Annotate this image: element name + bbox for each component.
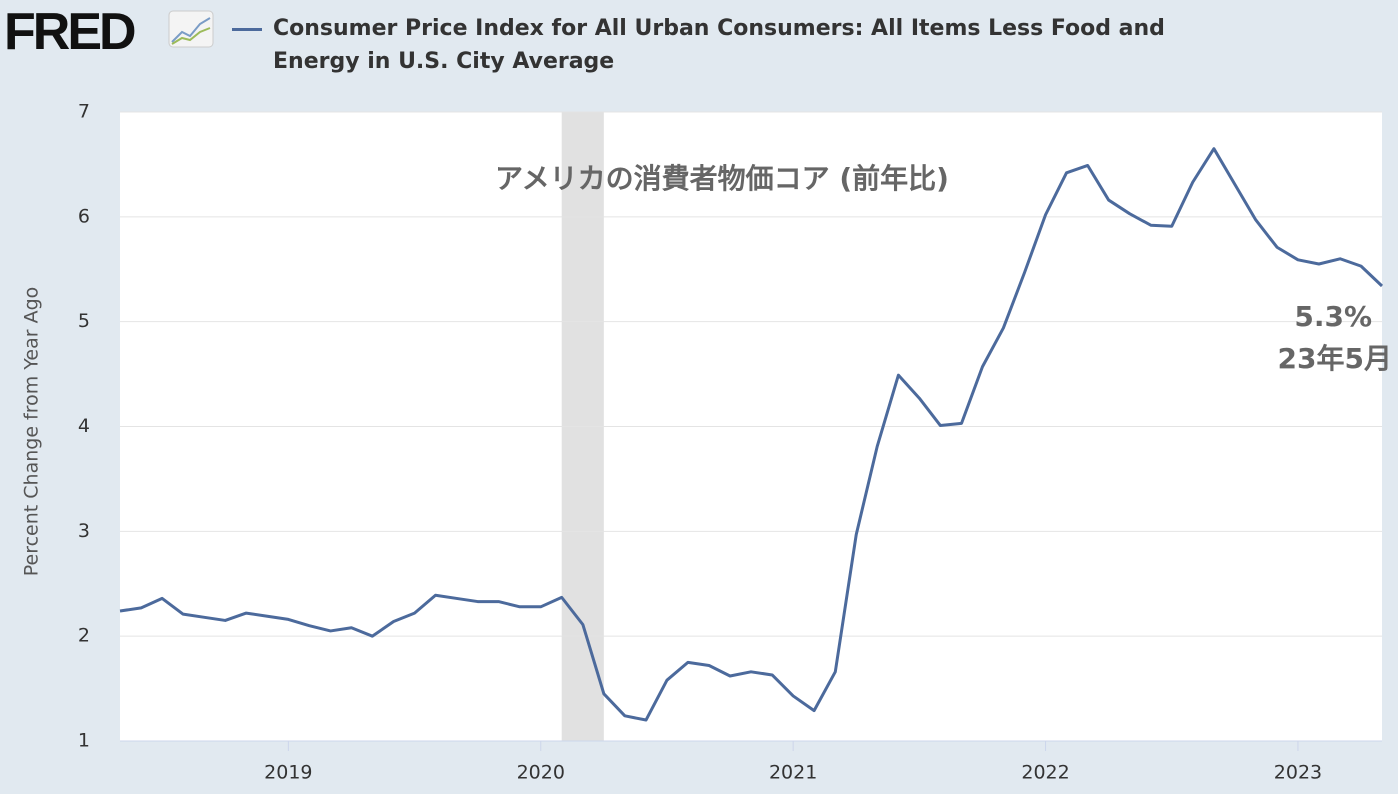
y-axis-label: Percent Change from Year Ago [21,287,43,577]
x-tick-label: 2023 [1274,762,1322,784]
logo-icon [168,10,214,48]
plot-area [120,112,1382,741]
recession-band [561,112,604,741]
legend-label: Consumer Price Index for All Urban Consu… [273,16,1165,74]
y-tick-label: 5 [78,310,90,332]
logo: FRED [4,3,137,61]
y-tick-label: 1 [78,730,90,752]
data-line [119,147,1384,722]
legend-swatch [232,28,262,31]
annotation-value: 5.3% [1294,300,1372,333]
annotation-title: アメリカの消費者物価コア (前年比) [495,162,949,195]
x-tick-label: 2021 [769,762,817,784]
x-tick-label: 2022 [1021,762,1069,784]
x-tick-label: 2019 [264,762,312,784]
annotation-date: 23年5月 [1278,342,1392,375]
y-tick-label: 3 [78,520,90,542]
y-tick-label: 7 [78,101,90,123]
y-tick-label: 6 [78,205,90,227]
x-tick-label: 2020 [517,762,565,784]
y-tick-label: 4 [78,415,90,437]
y-tick-label: 2 [78,625,90,647]
